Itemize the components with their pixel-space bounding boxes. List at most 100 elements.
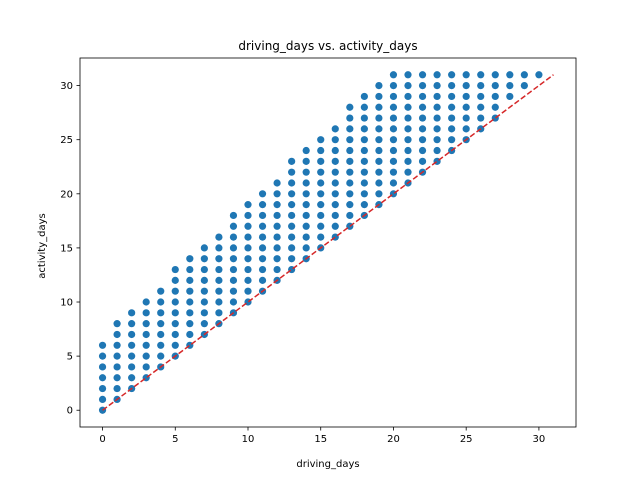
data-point bbox=[389, 146, 398, 155]
data-point bbox=[491, 92, 499, 101]
data-point bbox=[302, 157, 310, 165]
data-point bbox=[491, 81, 499, 90]
data-point bbox=[346, 146, 354, 155]
data-point bbox=[229, 276, 238, 284]
data-point bbox=[288, 201, 296, 209]
data-point bbox=[186, 265, 194, 274]
data-point bbox=[288, 190, 296, 198]
data-point bbox=[273, 190, 281, 198]
data-point bbox=[317, 190, 325, 198]
data-point bbox=[375, 146, 383, 155]
plot-frame bbox=[79, 57, 577, 428]
data-point bbox=[360, 136, 368, 144]
data-point bbox=[113, 320, 121, 328]
data-point bbox=[389, 71, 398, 79]
data-point bbox=[404, 125, 412, 133]
data-point bbox=[258, 211, 267, 220]
data-point bbox=[375, 125, 383, 133]
data-point bbox=[244, 201, 252, 209]
data-point bbox=[302, 201, 310, 209]
data-point bbox=[288, 211, 296, 220]
data-point bbox=[317, 157, 325, 165]
data-point bbox=[506, 81, 514, 90]
data-point bbox=[98, 395, 107, 404]
data-point bbox=[448, 81, 456, 90]
data-point bbox=[331, 168, 339, 176]
data-point bbox=[462, 71, 470, 79]
data-point bbox=[302, 233, 310, 241]
data-point bbox=[317, 179, 325, 187]
data-point bbox=[229, 222, 238, 230]
data-point bbox=[375, 103, 383, 111]
y-tick-label: 20 bbox=[60, 189, 73, 200]
data-point bbox=[258, 190, 267, 198]
data-point bbox=[389, 179, 398, 187]
data-point bbox=[157, 352, 165, 360]
data-point bbox=[186, 330, 194, 339]
data-point bbox=[215, 298, 223, 306]
data-point bbox=[404, 168, 412, 176]
data-point bbox=[273, 201, 281, 209]
data-point bbox=[462, 103, 470, 111]
data-point bbox=[215, 265, 223, 274]
data-point bbox=[375, 157, 383, 165]
y-axis-label: activity_days bbox=[37, 213, 48, 278]
data-point bbox=[288, 168, 296, 176]
data-point bbox=[229, 287, 238, 295]
data-point bbox=[171, 341, 179, 349]
data-point bbox=[273, 179, 281, 187]
data-point bbox=[331, 179, 339, 187]
data-point bbox=[433, 136, 441, 144]
data-point bbox=[448, 114, 456, 122]
data-point bbox=[171, 320, 179, 328]
data-point bbox=[273, 222, 281, 230]
data-point bbox=[157, 309, 165, 317]
data-point bbox=[346, 103, 354, 111]
data-point bbox=[331, 125, 339, 133]
data-point bbox=[404, 114, 412, 122]
data-point bbox=[200, 244, 208, 252]
data-point bbox=[418, 71, 427, 79]
data-point bbox=[346, 168, 354, 176]
data-point bbox=[128, 309, 136, 317]
data-point bbox=[171, 287, 179, 295]
data-point bbox=[186, 287, 194, 295]
data-point bbox=[331, 211, 339, 220]
data-point bbox=[448, 71, 456, 79]
data-point bbox=[302, 244, 310, 252]
x-tick-label: 25 bbox=[460, 434, 473, 445]
data-point bbox=[433, 71, 441, 79]
data-point bbox=[98, 374, 107, 382]
data-point bbox=[113, 341, 121, 349]
data-point bbox=[142, 320, 150, 328]
data-point bbox=[404, 71, 412, 79]
data-point bbox=[389, 103, 398, 111]
data-point bbox=[171, 330, 179, 339]
data-point bbox=[200, 265, 208, 274]
data-point bbox=[433, 81, 441, 90]
x-tick-label: 20 bbox=[387, 434, 400, 445]
data-point bbox=[229, 211, 238, 220]
data-point bbox=[200, 298, 208, 306]
data-point bbox=[331, 157, 339, 165]
data-point bbox=[244, 276, 252, 284]
data-point bbox=[244, 244, 252, 252]
reference-line-group bbox=[102, 74, 554, 411]
data-point bbox=[520, 71, 528, 79]
reference-line bbox=[102, 74, 554, 411]
data-point bbox=[317, 168, 325, 176]
data-point bbox=[142, 341, 150, 349]
data-point bbox=[477, 92, 485, 101]
data-point bbox=[200, 287, 208, 295]
data-point bbox=[186, 276, 194, 284]
data-point bbox=[418, 81, 427, 90]
data-point bbox=[142, 330, 150, 339]
data-point bbox=[433, 114, 441, 122]
data-point bbox=[433, 92, 441, 101]
data-point bbox=[418, 136, 427, 144]
data-point bbox=[331, 190, 339, 198]
data-point bbox=[244, 211, 252, 220]
data-point bbox=[215, 255, 223, 263]
x-tick-label: 0 bbox=[99, 434, 105, 445]
data-point bbox=[360, 125, 368, 133]
